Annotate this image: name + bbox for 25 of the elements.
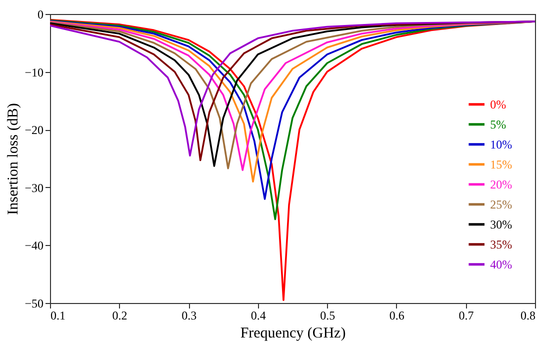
legend-label: 20% [490, 177, 512, 192]
x-axis-title: Frequency (GHz) [240, 326, 346, 342]
legend-label: 10% [490, 137, 512, 152]
legend-label: 0% [490, 97, 506, 112]
x-tick-label: 0.3 [182, 308, 197, 322]
x-tick-label: 0.7 [458, 308, 474, 322]
x-tick-label: 0.4 [250, 308, 266, 322]
x-tick-label: 0.8 [520, 308, 536, 322]
y-tick-label: −10 [24, 65, 44, 80]
x-tick-label: 0.6 [389, 308, 404, 322]
y-tick-label: −40 [24, 238, 44, 253]
legend-label: 40% [490, 257, 512, 272]
y-axis-title: Insertion loss (dB) [6, 103, 22, 215]
x-tick-label: 0.2 [112, 308, 128, 322]
y-tick-label: −20 [24, 123, 44, 138]
legend-label: 5% [490, 117, 506, 132]
legend-label: 15% [490, 157, 512, 172]
legend-label: 35% [490, 237, 512, 252]
legend-label: 25% [490, 197, 512, 212]
x-tick-label: 0.5 [320, 308, 336, 322]
x-tick-label: 0.1 [50, 308, 66, 322]
y-tick-label: −50 [24, 296, 44, 310]
legend-label: 30% [490, 217, 512, 232]
y-tick-label: −30 [24, 180, 44, 195]
y-tick-label: 0 [38, 8, 44, 22]
